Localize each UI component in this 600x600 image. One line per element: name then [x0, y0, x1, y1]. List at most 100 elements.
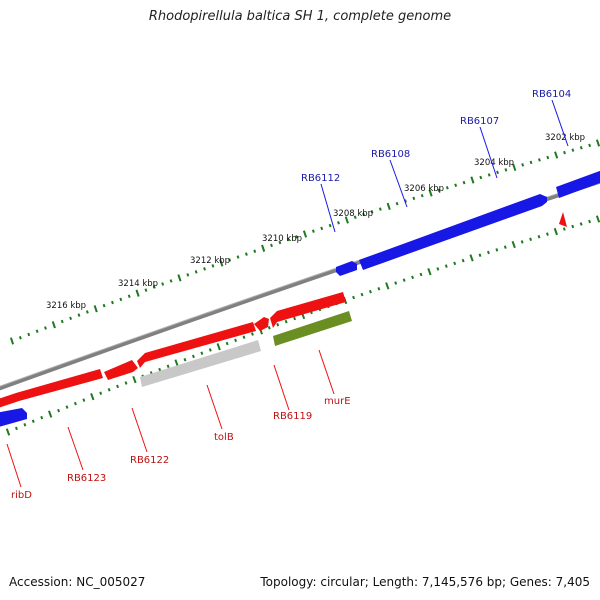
- gene-RB6123-feature[interactable]: [0, 369, 103, 409]
- gene-label-RB6123[interactable]: RB6123: [67, 473, 106, 484]
- gene-RB6108-feature[interactable]: [359, 194, 547, 270]
- tick-mark: [571, 148, 575, 152]
- tick-mark: [169, 279, 173, 283]
- tick-mark: [428, 189, 433, 197]
- gene-label-RB6122[interactable]: RB6122: [130, 455, 169, 466]
- tick-mark: [504, 168, 508, 172]
- tick-mark: [385, 282, 390, 290]
- gene-RB6119-feature[interactable]: [254, 317, 269, 331]
- tick-mark: [496, 170, 499, 175]
- tick-mark: [295, 235, 299, 239]
- tick-mark: [69, 316, 73, 321]
- leader-line-RB6107: [479, 126, 498, 179]
- tick-mark: [394, 281, 398, 285]
- tick-mark: [135, 289, 140, 297]
- tick-mark: [419, 272, 423, 277]
- tick-mark: [261, 244, 266, 252]
- minus-strand-genes: [0, 292, 352, 409]
- tick-mark: [99, 391, 103, 395]
- tick-mark: [563, 150, 566, 155]
- leader-line-RB6108: [389, 159, 408, 208]
- tick-mark: [35, 329, 39, 333]
- tick-mark: [161, 282, 165, 286]
- tick-mark: [216, 343, 221, 351]
- scale-label: 3208 kbp: [333, 209, 373, 219]
- gene-label-ribD[interactable]: ribD: [11, 490, 32, 501]
- gene-label-murE[interactable]: murE: [324, 396, 351, 407]
- tick-mark: [51, 321, 56, 329]
- tick-mark: [44, 326, 47, 330]
- accession-text: Accession: NC_005027: [9, 575, 146, 589]
- gene-murE-olive-feature[interactable]: [273, 311, 352, 346]
- tick-mark: [119, 297, 123, 302]
- tick-mark: [486, 250, 490, 255]
- tick-mark: [93, 305, 98, 313]
- tick-mark: [9, 337, 15, 345]
- scale-label: 3212 kbp: [190, 256, 230, 266]
- tick-mark: [395, 201, 399, 206]
- tick-mark: [127, 294, 131, 299]
- tick-mark: [562, 227, 566, 231]
- leader-line-ribD: [6, 443, 22, 488]
- tick-mark: [107, 388, 111, 392]
- tick-mark: [521, 163, 525, 167]
- gene-label-RB6108[interactable]: RB6108: [371, 149, 410, 160]
- tick-mark: [427, 268, 432, 276]
- tick-mark: [378, 207, 382, 211]
- gene-tolB-feature[interactable]: [137, 322, 256, 368]
- tick-mark: [537, 234, 541, 239]
- tick-mark: [244, 252, 248, 256]
- tick-mark: [250, 332, 254, 336]
- map-title: Rhodopirellula baltica SH 1, complete ge…: [148, 9, 452, 24]
- leader-line-RB6112: [320, 183, 336, 233]
- tick-mark: [337, 221, 340, 225]
- tick-mark: [511, 240, 516, 249]
- tick-mark: [183, 357, 187, 362]
- tick-mark: [353, 215, 357, 220]
- tick-mark: [411, 275, 415, 280]
- tick-mark: [362, 212, 366, 217]
- tick-mark: [402, 278, 406, 282]
- minus-marker-icon: [559, 212, 567, 227]
- gene-RB6104-feature[interactable]: [556, 169, 600, 198]
- tick-mark: [588, 143, 592, 148]
- gene-label-RB6119[interactable]: RB6119: [273, 411, 312, 422]
- leader-line-RB6123: [67, 426, 84, 471]
- gene-RB6122-feature[interactable]: [104, 360, 138, 380]
- tick-mark: [124, 381, 128, 385]
- tick-mark: [286, 237, 290, 242]
- scale-label: 3204 kbp: [474, 158, 514, 168]
- gene-label-RB6104[interactable]: RB6104: [532, 89, 571, 100]
- tick-mark: [73, 401, 77, 406]
- gene-murE-feature[interactable]: [270, 292, 346, 328]
- tick-mark: [360, 292, 364, 297]
- tick-mark: [503, 245, 507, 249]
- tick-mark: [302, 230, 308, 238]
- gene-label-RB6112[interactable]: RB6112: [301, 173, 340, 184]
- tick-mark: [23, 423, 27, 427]
- tick-mark: [166, 364, 170, 369]
- tick-mark: [320, 226, 324, 231]
- tick-mark: [537, 158, 541, 162]
- tick-mark: [479, 175, 483, 180]
- tick-mark: [144, 288, 148, 292]
- tick-mark: [14, 426, 18, 431]
- tick-mark: [462, 180, 466, 185]
- gene-RB6112-feature[interactable]: [336, 261, 357, 276]
- tick-mark: [40, 415, 44, 420]
- scale-label: 3214 kbp: [118, 279, 158, 289]
- gene-labels: RB6104 RB6107 RB6108 RB6112 murE RB6119 tolB RB…: [11, 89, 571, 501]
- tick-mark: [5, 428, 11, 436]
- tick-mark: [579, 146, 583, 150]
- tick-mark: [242, 335, 246, 339]
- tick-mark: [116, 384, 120, 389]
- gene-label-tolB[interactable]: tolB: [214, 432, 234, 443]
- tick-mark: [102, 303, 106, 308]
- tick-mark: [90, 393, 95, 401]
- gene-label-RB6107[interactable]: RB6107: [460, 116, 499, 127]
- gene-ribD-partner-feature[interactable]: [0, 408, 27, 428]
- tick-mark: [579, 222, 583, 226]
- tick-mark: [529, 160, 533, 165]
- gene-tolB-gray-feature[interactable]: [140, 340, 261, 387]
